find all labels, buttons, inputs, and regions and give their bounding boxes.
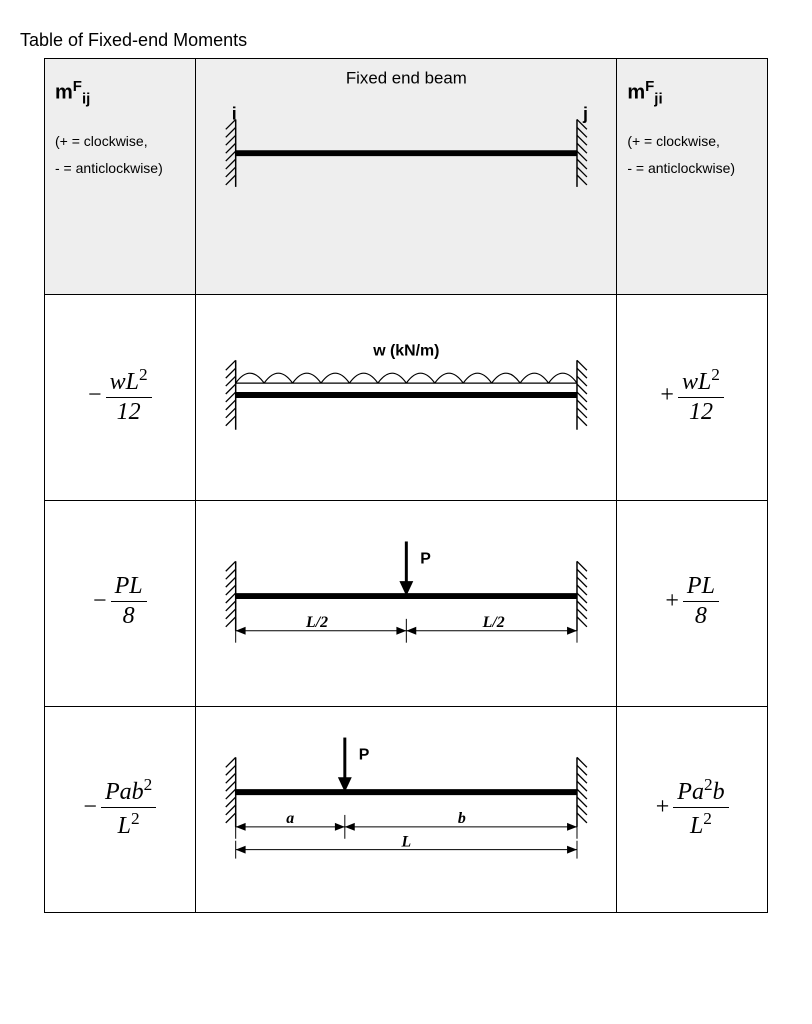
formula-neg-pl-8: − PL 8 <box>45 501 195 701</box>
dim-l2-right: L/2 <box>481 614 504 631</box>
formula-pos-pl-8: + PL 8 <box>617 501 767 701</box>
center-point-load-diagram: P L/2 L/2 <box>196 501 617 701</box>
row1-left: − wL2 12 <box>45 295 196 501</box>
num: PL <box>111 573 147 602</box>
label-j: j <box>582 103 588 123</box>
row3-right: + Pa2b L2 <box>617 707 768 913</box>
sign-minus: − <box>88 382 106 409</box>
support-right-hatch <box>577 119 587 184</box>
header-beam-diagram: Fixed end beam i j <box>196 59 617 289</box>
formula-pos-pa2b-l2: + Pa2b L2 <box>617 707 767 907</box>
num: Pa2b <box>677 779 724 805</box>
sign-plus: + <box>656 794 674 821</box>
den: 12 <box>685 398 717 426</box>
dim-l-group: L <box>235 834 576 859</box>
note-minus: - = anticlockwise) <box>627 155 757 182</box>
support-left-hatch <box>225 360 235 425</box>
fixed-end-moments-table: mFij (+ = clockwise, - = anticlockwise) … <box>44 58 768 913</box>
sym-m: m <box>627 82 645 104</box>
header-left-cell: mFij (+ = clockwise, - = anticlockwise) <box>45 59 196 295</box>
sym-sub: ji <box>654 91 662 108</box>
support-right-hatch <box>577 757 587 822</box>
num: Pab2 <box>105 779 152 805</box>
formula-pos-wl2-12: + wL2 12 <box>617 295 767 495</box>
sign-minus: − <box>83 794 101 821</box>
udl-diagram: w (kN/m) <box>196 295 617 495</box>
row3-diagram-cell: P a b <box>195 707 617 913</box>
support-left-hatch <box>225 561 235 626</box>
den: 12 <box>113 398 145 426</box>
den: L2 <box>690 813 712 839</box>
page-title: Table of Fixed-end Moments <box>20 30 247 51</box>
note-plus: (+ = clockwise, <box>627 128 757 155</box>
row3-left: − Pab2 L2 <box>45 707 196 913</box>
note-plus: (+ = clockwise, <box>55 128 185 155</box>
sym-sup: F <box>645 78 654 95</box>
header-mid-cell: Fixed end beam i j <box>195 59 617 295</box>
header-left-content: mFij (+ = clockwise, - = anticlockwise) <box>45 59 195 191</box>
symbol-m-f-ji: mFji <box>627 73 757 128</box>
dim-a: a <box>286 810 294 827</box>
den: 8 <box>691 602 711 630</box>
den: 8 <box>119 602 139 630</box>
sym-m: m <box>55 82 73 104</box>
row1-right: + wL2 12 <box>617 295 768 501</box>
load-p-label: P <box>358 746 369 763</box>
sym-sub: ij <box>82 91 90 108</box>
dim-l: L <box>400 834 411 851</box>
row2-left: − PL 8 <box>45 501 196 707</box>
support-left-hatch <box>225 119 235 184</box>
dim-l2-left: L/2 <box>305 614 328 631</box>
sign-minus: − <box>93 588 111 615</box>
note-minus: - = anticlockwise) <box>55 155 185 182</box>
num: wL2 <box>110 369 148 395</box>
sign-plus: + <box>665 588 683 615</box>
symbol-m-f-ij: mFij <box>55 73 185 128</box>
sym-sup: F <box>73 78 82 95</box>
mid-title: Fixed end beam <box>346 69 467 88</box>
row2-diagram-cell: P L/2 L/2 <box>195 501 617 707</box>
support-right-hatch <box>577 561 587 626</box>
header-right-content: mFji (+ = clockwise, - = anticlockwise) <box>617 59 767 191</box>
num: PL <box>683 573 719 602</box>
support-left-hatch <box>225 757 235 822</box>
support-right-hatch <box>577 360 587 425</box>
load-p-label: P <box>420 550 431 567</box>
udl-arcs <box>235 373 576 383</box>
row1-diagram-cell: w (kN/m) <box>195 295 617 501</box>
header-right-cell: mFji (+ = clockwise, - = anticlockwise) <box>617 59 768 295</box>
udl-label: w (kN/m) <box>372 342 439 359</box>
formula-neg-pab2-l2: − Pab2 L2 <box>45 707 195 907</box>
num: wL2 <box>682 369 720 395</box>
sign-plus: + <box>660 382 678 409</box>
den: L2 <box>118 813 140 839</box>
row2-right: + PL 8 <box>617 501 768 707</box>
formula-neg-wl2-12: − wL2 12 <box>45 295 195 495</box>
dim-b: b <box>458 810 466 827</box>
eccentric-point-load-diagram: P a b <box>196 707 617 907</box>
dim-line-group: L/2 L/2 <box>235 614 576 643</box>
page: Table of Fixed-end Moments mFij (+ = clo… <box>0 0 812 1024</box>
